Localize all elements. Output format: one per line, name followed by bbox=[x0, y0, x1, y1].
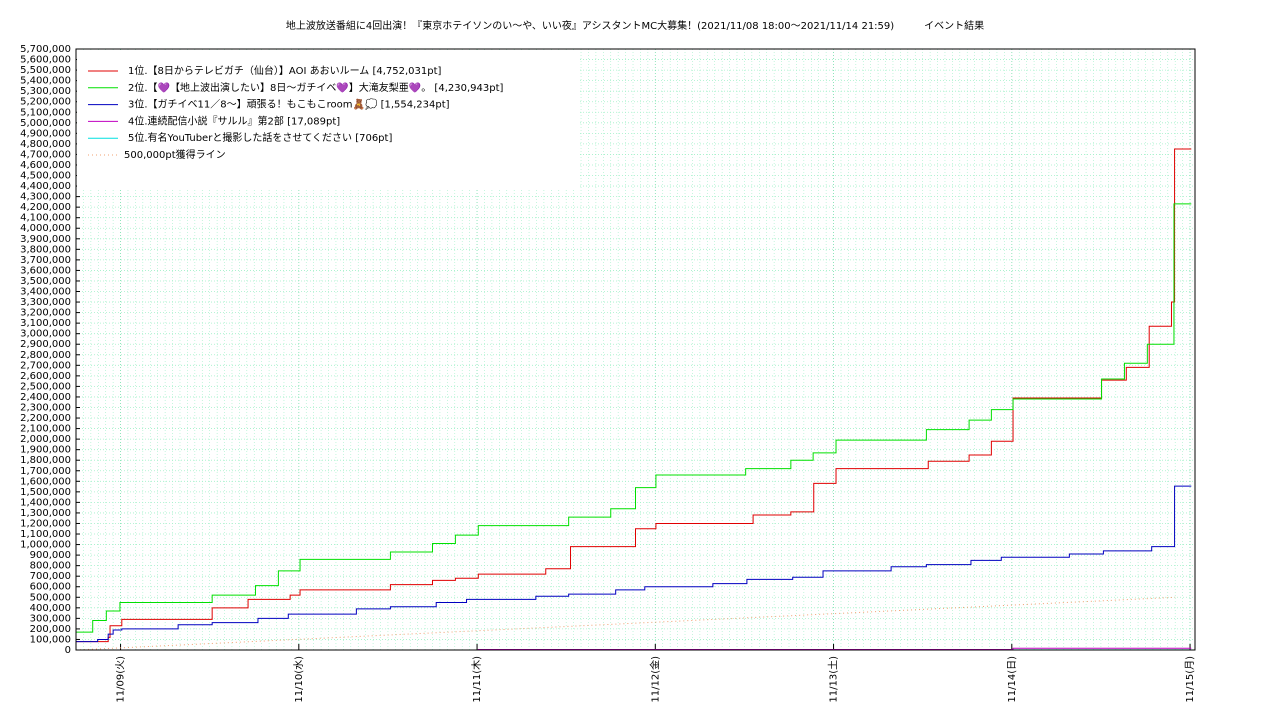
y-tick-label: 500,000 bbox=[30, 592, 71, 603]
x-tick-label: 11/15(月) bbox=[1184, 656, 1196, 703]
legend-label: 5位.有名YouTuberと撮影した話をさせてください [706pt] bbox=[128, 131, 392, 144]
y-tick-label: 4,400,000 bbox=[20, 181, 71, 192]
x-tick-label: 11/11(木) bbox=[471, 656, 483, 703]
y-tick-label: 3,200,000 bbox=[20, 308, 71, 319]
y-tick-label: 1,600,000 bbox=[20, 476, 71, 487]
legend-label: 2位.【💜【地上波出演したい】8日〜ガチイベ💜】大滝友梨亜💜。 [4,230,9… bbox=[128, 81, 503, 94]
y-tick-label: 4,000,000 bbox=[20, 223, 71, 234]
chart-title: 地上波放送番組に4回出演！『東京ホテイソンのい〜や、いい夜』アシスタントMC大募… bbox=[286, 19, 984, 32]
y-tick-label: 2,500,000 bbox=[20, 381, 71, 392]
y-tick-label: 200,000 bbox=[30, 624, 71, 635]
y-tick-label: 700,000 bbox=[30, 571, 71, 582]
y-tick-label: 3,000,000 bbox=[20, 329, 71, 340]
y-tick-label: 2,600,000 bbox=[20, 371, 71, 382]
y-tick-label: 4,500,000 bbox=[20, 171, 71, 182]
y-tick-label: 1,000,000 bbox=[20, 540, 71, 551]
y-tick-label: 1,400,000 bbox=[20, 497, 71, 508]
plot-frame bbox=[75, 48, 1196, 651]
y-tick-label: 4,800,000 bbox=[20, 139, 71, 150]
y-tick-label: 4,100,000 bbox=[20, 213, 71, 224]
y-tick-label: 1,300,000 bbox=[20, 508, 71, 519]
y-tick-label: 600,000 bbox=[30, 582, 71, 593]
legend-label: 3位.【ガチイベ11／8〜】頑張る！もこもこroom🧸💭 [1,554,234p… bbox=[128, 98, 450, 111]
y-tick-label: 5,500,000 bbox=[20, 65, 71, 76]
y-tick-label: 4,300,000 bbox=[20, 192, 71, 203]
y-tick-label: 1,800,000 bbox=[20, 455, 71, 466]
x-tick-label: 11/09(火) bbox=[115, 656, 127, 703]
y-tick-label: 900,000 bbox=[30, 550, 71, 561]
y-tick-label: 5,100,000 bbox=[20, 107, 71, 118]
y-tick-label: 4,700,000 bbox=[20, 149, 71, 160]
legend-box bbox=[77, 50, 579, 190]
x-tick-label: 11/14(日) bbox=[1007, 656, 1018, 703]
y-tick-label: 2,300,000 bbox=[20, 402, 71, 413]
legend-label: 500,000pt獲得ライン bbox=[124, 148, 226, 161]
y-tick-label: 3,600,000 bbox=[20, 265, 71, 276]
y-tick-label: 1,200,000 bbox=[20, 518, 71, 529]
y-tick-label: 3,300,000 bbox=[20, 297, 71, 308]
y-tick-label: 4,900,000 bbox=[20, 128, 71, 139]
y-tick-label: 3,500,000 bbox=[20, 276, 71, 287]
y-tick-label: 5,000,000 bbox=[20, 118, 71, 129]
y-tick-label: 5,300,000 bbox=[20, 86, 71, 97]
y-tick-label: 5,200,000 bbox=[20, 97, 71, 108]
legend-label: 1位.【8日からテレビガチ（仙台）】AOI あおいルーム [4,752,031p… bbox=[128, 64, 442, 77]
series-line bbox=[76, 203, 1192, 633]
y-tick-label: 2,000,000 bbox=[20, 434, 71, 445]
y-tick-label: 300,000 bbox=[30, 613, 71, 624]
y-tick-label: 2,400,000 bbox=[20, 392, 71, 403]
y-tick-label: 2,800,000 bbox=[20, 350, 71, 361]
y-tick-label: 3,800,000 bbox=[20, 244, 71, 255]
y-tick-label: 5,400,000 bbox=[20, 76, 71, 87]
x-tick-label: 11/13(土) bbox=[827, 656, 840, 703]
y-tick-label: 3,900,000 bbox=[20, 234, 71, 245]
y-tick-label: 1,500,000 bbox=[20, 487, 71, 498]
x-tick-label: 11/10(水) bbox=[293, 656, 305, 703]
y-tick-label: 2,100,000 bbox=[20, 424, 71, 435]
y-tick-label: 1,100,000 bbox=[20, 529, 71, 540]
x-tick-label: 11/12(金) bbox=[648, 656, 661, 703]
y-tick-label: 2,700,000 bbox=[20, 360, 71, 371]
y-tick-label: 800,000 bbox=[30, 561, 71, 572]
y-tick-label: 5,600,000 bbox=[20, 55, 71, 66]
y-tick-label: 3,100,000 bbox=[20, 318, 71, 329]
y-tick-label: 100,000 bbox=[30, 634, 71, 645]
y-tick-label: 0 bbox=[65, 645, 71, 656]
series-line bbox=[76, 485, 1192, 643]
y-tick-label: 2,900,000 bbox=[20, 339, 71, 350]
y-tick-label: 4,200,000 bbox=[20, 202, 71, 213]
y-tick-label: 1,900,000 bbox=[20, 445, 71, 456]
legend-label: 4位.連続配信小説『サルル』第2部 [17,089pt] bbox=[128, 114, 340, 127]
y-tick-label: 3,700,000 bbox=[20, 255, 71, 266]
y-tick-label: 2,200,000 bbox=[20, 413, 71, 424]
y-tick-label: 1,700,000 bbox=[20, 466, 71, 477]
y-tick-label: 400,000 bbox=[30, 603, 71, 614]
y-tick-label: 5,700,000 bbox=[20, 44, 71, 55]
y-tick-label: 4,600,000 bbox=[20, 160, 71, 171]
y-tick-label: 3,400,000 bbox=[20, 287, 71, 298]
